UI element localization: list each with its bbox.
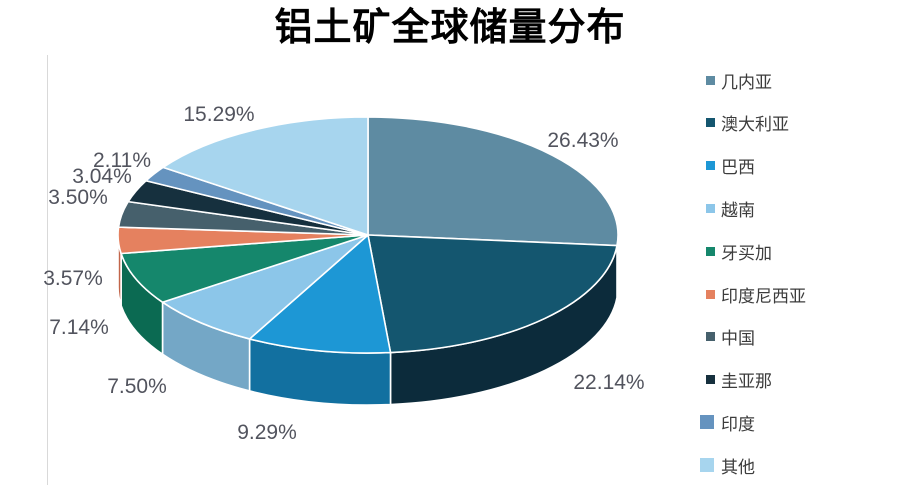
legend-swatch-icon (706, 161, 715, 171)
legend-label: 牙买加 (721, 243, 772, 263)
legend-swatch-icon (706, 246, 715, 256)
legend-item-8: 印度 (700, 407, 755, 437)
legend-item-5: 印度尼西亚 (700, 279, 806, 309)
pie-percent-label-5: 3.57% (43, 267, 103, 290)
legend-label: 澳大利亚 (721, 115, 789, 135)
legend-item-9: 其他 (700, 450, 755, 480)
legend-swatch-icon (706, 118, 715, 128)
pie-slice-1 (367, 234, 618, 354)
pie-percent-label-1: 22.14% (573, 371, 644, 394)
legend-label: 几内亚 (721, 72, 772, 92)
pie-slice-3 (161, 234, 369, 340)
legend-item-4: 牙买加 (700, 236, 772, 266)
pie-slice-9 (162, 116, 369, 236)
legend-label: 印度尼西亚 (721, 286, 806, 306)
legend-item-6: 中国 (700, 322, 755, 352)
pie-percent-label-2: 9.29% (237, 421, 297, 444)
pie-percent-label-3: 7.50% (107, 375, 167, 398)
legend-swatch-cell (700, 203, 721, 213)
pie-percent-label-7: 3.04% (72, 165, 132, 188)
legend-swatch-cell (700, 415, 721, 430)
chart-title: 铝土矿全球储量分布 (274, 7, 626, 49)
legend-swatch-cell (700, 289, 721, 299)
plot-area-left-border (47, 55, 48, 485)
legend-item-0: 几内亚 (700, 65, 772, 95)
pie-percent-label-0: 26.43% (547, 129, 618, 152)
legend-swatch-icon (700, 415, 714, 430)
pie-slice-4 (120, 234, 369, 304)
legend-swatch-cell (700, 161, 721, 171)
pie-percent-label-6: 3.50% (48, 186, 108, 209)
legend-swatch-cell (700, 375, 721, 385)
legend-item-3: 越南 (700, 193, 755, 223)
legend-swatch-icon (706, 332, 715, 342)
legend-swatch-icon (706, 203, 715, 213)
legend-swatch-cell (700, 75, 721, 85)
pie-slice-2 (248, 234, 392, 354)
legend-label: 其他 (721, 457, 755, 477)
legend-swatch-cell (700, 458, 721, 473)
legend-label: 巴西 (721, 158, 755, 178)
legend-swatch-cell (700, 246, 721, 256)
legend-swatch-cell (700, 118, 721, 128)
legend-item-7: 圭亚那 (700, 365, 772, 395)
legend-swatch-icon (700, 458, 714, 473)
legend-swatch-icon (706, 75, 715, 85)
pie-percent-label-8: 2.11% (93, 149, 151, 172)
legend-swatch-icon (706, 289, 715, 299)
legend-swatch-icon (706, 375, 715, 385)
legend-label: 圭亚那 (721, 372, 772, 392)
legend: 几内亚澳大利亚巴西越南牙买加印度尼西亚中国圭亚那印度其他 (700, 0, 890, 500)
legend-label: 中国 (721, 329, 755, 349)
pie-percent-label-9: 15.29% (183, 103, 254, 126)
legend-swatch-cell (700, 332, 721, 342)
legend-label: 越南 (721, 200, 755, 220)
legend-item-1: 澳大利亚 (700, 108, 789, 138)
legend-label: 印度 (721, 414, 755, 434)
pie-slice-0 (367, 116, 619, 247)
legend-item-2: 巴西 (700, 151, 755, 181)
pie-percent-label-4: 7.14% (49, 316, 109, 339)
